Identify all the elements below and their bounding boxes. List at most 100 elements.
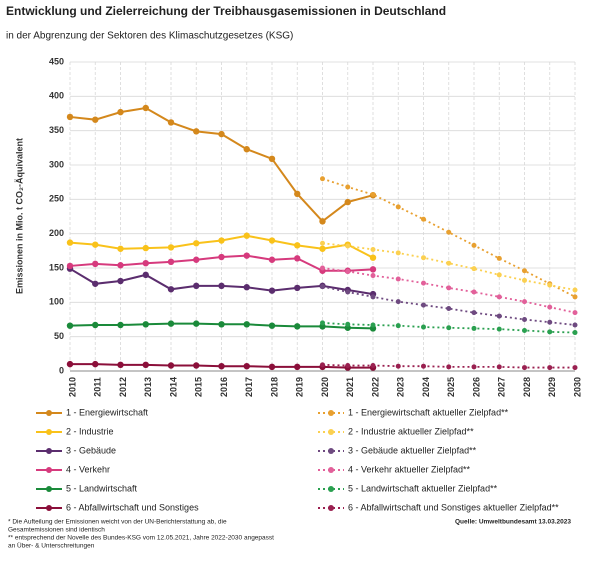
y-tick-label: 50 xyxy=(54,331,64,341)
legend-marker xyxy=(328,410,334,416)
legend-label: 5 - Landwirtschaft xyxy=(66,483,138,493)
data-point xyxy=(243,232,250,239)
x-tick-label: 2025 xyxy=(446,377,456,397)
data-point xyxy=(117,361,124,369)
data-point xyxy=(370,273,376,279)
legend-marker xyxy=(328,467,334,473)
data-point xyxy=(344,198,351,206)
x-tick-label: 2015 xyxy=(194,377,204,397)
data-point xyxy=(370,363,376,369)
legend-label: 3 - Gebäude aktueller Zielpfad** xyxy=(348,445,477,455)
data-point xyxy=(142,271,149,279)
data-point xyxy=(268,287,276,294)
data-point xyxy=(522,317,527,322)
data-point xyxy=(471,289,477,295)
legend-label: 4 - Verkehr xyxy=(66,464,110,474)
x-tick-label: 2020 xyxy=(320,377,330,397)
data-point xyxy=(446,285,452,291)
data-point xyxy=(193,128,200,135)
data-point xyxy=(218,321,225,328)
x-tick-label: 2017 xyxy=(244,377,254,397)
x-tick-label: 2029 xyxy=(547,377,557,397)
data-point xyxy=(92,360,99,368)
data-point xyxy=(218,130,225,138)
data-point xyxy=(395,323,401,329)
data-point xyxy=(243,284,250,291)
data-point xyxy=(66,322,74,329)
data-point xyxy=(117,277,124,285)
data-point xyxy=(572,322,578,328)
data-point xyxy=(167,286,175,293)
data-point xyxy=(142,259,149,267)
data-point xyxy=(66,239,74,246)
data-point xyxy=(66,262,74,270)
data-point xyxy=(142,104,149,112)
data-point xyxy=(319,245,326,252)
data-point xyxy=(421,255,426,261)
data-point xyxy=(243,321,250,328)
data-point xyxy=(522,327,527,333)
legend-label: 1 - Energiewirtschaft aktueller Zielpfad… xyxy=(348,407,509,417)
data-point xyxy=(193,362,200,369)
data-point xyxy=(218,282,225,290)
y-tick-label: 450 xyxy=(49,56,64,66)
data-point xyxy=(572,365,578,371)
data-point xyxy=(446,260,452,266)
data-point xyxy=(268,322,276,329)
data-point xyxy=(572,310,578,316)
data-point xyxy=(320,362,325,368)
data-point xyxy=(142,321,149,328)
data-point xyxy=(395,363,401,369)
data-point xyxy=(522,268,527,274)
data-point xyxy=(421,280,426,286)
data-point xyxy=(446,325,452,331)
data-point xyxy=(496,255,502,261)
data-point xyxy=(345,363,351,369)
data-point xyxy=(547,319,553,325)
data-point xyxy=(446,229,452,235)
y-tick-label: 150 xyxy=(49,262,64,272)
x-tick-label: 2027 xyxy=(497,377,507,397)
y-tick-label: 250 xyxy=(49,194,64,204)
data-point xyxy=(167,320,175,327)
data-point xyxy=(294,363,301,371)
data-point xyxy=(345,268,351,274)
data-point xyxy=(471,242,477,248)
data-point xyxy=(268,237,276,244)
data-point xyxy=(496,272,502,278)
y-axis-label: Emissionen in Mio. t CO₂-Äquivalent xyxy=(14,138,24,294)
data-point xyxy=(117,245,124,252)
data-point xyxy=(92,260,99,268)
x-tick-label: 2023 xyxy=(396,377,406,397)
data-point xyxy=(117,262,124,269)
data-point xyxy=(167,258,175,266)
data-point xyxy=(446,306,452,312)
x-tick-label: 2011 xyxy=(93,377,103,397)
data-point xyxy=(395,204,401,210)
x-tick-label: 2010 xyxy=(67,377,77,397)
data-point xyxy=(572,294,578,300)
legend-marker xyxy=(46,486,52,492)
data-point xyxy=(421,363,426,369)
data-point xyxy=(370,246,376,252)
legend-label: 6 - Abfallwirtschaft und Sonstiges xyxy=(66,502,199,512)
x-tick-label: 2016 xyxy=(219,377,229,397)
data-point xyxy=(547,304,553,310)
data-point xyxy=(370,322,376,328)
data-point xyxy=(294,255,301,262)
legend-marker xyxy=(328,505,334,511)
data-point xyxy=(421,216,426,222)
legend-marker xyxy=(46,448,52,454)
data-point xyxy=(218,253,225,261)
legend-label: 6 - Abfallwirtschaft und Sonstiges aktue… xyxy=(348,502,559,512)
legend-label: 3 - Gebäude xyxy=(66,445,116,455)
x-tick-label: 2028 xyxy=(522,377,532,397)
data-point xyxy=(471,325,477,331)
data-point xyxy=(320,284,325,290)
chart-title: Entwicklung und Zielerreichung der Treib… xyxy=(6,4,446,18)
legend-marker xyxy=(46,410,52,416)
data-point xyxy=(268,155,276,163)
data-point xyxy=(92,116,99,123)
x-tick-label: 2024 xyxy=(421,377,431,397)
